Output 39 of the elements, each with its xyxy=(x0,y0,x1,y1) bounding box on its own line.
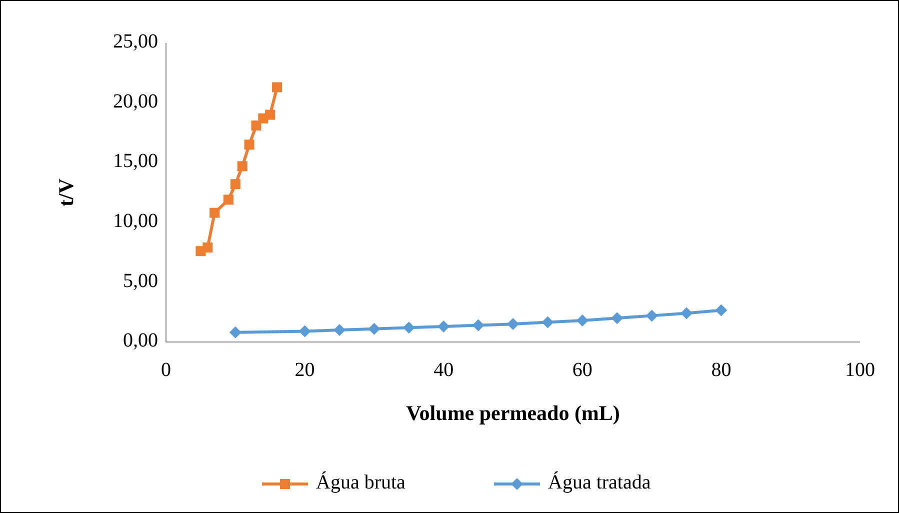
point xyxy=(251,120,262,131)
point xyxy=(542,316,554,328)
point xyxy=(244,140,254,150)
x-tick-label: 0 xyxy=(161,359,171,381)
x-tick-label: 60 xyxy=(572,359,592,381)
y-tick-label: 20,00 xyxy=(113,90,158,112)
point xyxy=(210,208,220,218)
point xyxy=(223,194,234,205)
point xyxy=(715,304,728,316)
x-axis-title: Volume permeado (mL) xyxy=(406,401,620,425)
point xyxy=(230,179,240,190)
point xyxy=(237,161,248,172)
y-tick-label: 15,00 xyxy=(113,150,158,172)
point xyxy=(229,326,242,338)
point xyxy=(646,310,658,322)
legend-label: Água tratada xyxy=(548,470,651,494)
point xyxy=(507,318,519,330)
y-tick-label: 0,00 xyxy=(123,330,158,352)
point xyxy=(298,325,311,338)
y-axis-title: t/V xyxy=(54,178,78,206)
y-tick-label: 5,00 xyxy=(123,270,158,292)
point xyxy=(402,322,415,334)
point xyxy=(576,314,588,326)
x-tick-label: 80 xyxy=(711,359,732,381)
legend-label: Água bruta xyxy=(316,470,406,494)
x-tick-label: 40 xyxy=(434,359,454,381)
point xyxy=(680,307,692,320)
point xyxy=(368,322,380,335)
x-tick-label: 100 xyxy=(845,359,875,381)
point xyxy=(334,324,346,336)
y-tick-label: 10,00 xyxy=(113,210,158,232)
point xyxy=(265,110,276,120)
point xyxy=(472,319,484,332)
x-tick-label: 20 xyxy=(294,359,315,381)
point xyxy=(611,312,624,324)
point xyxy=(438,320,450,332)
point xyxy=(272,82,282,92)
y-tick-label: 25,00 xyxy=(113,30,158,53)
point xyxy=(202,242,213,253)
